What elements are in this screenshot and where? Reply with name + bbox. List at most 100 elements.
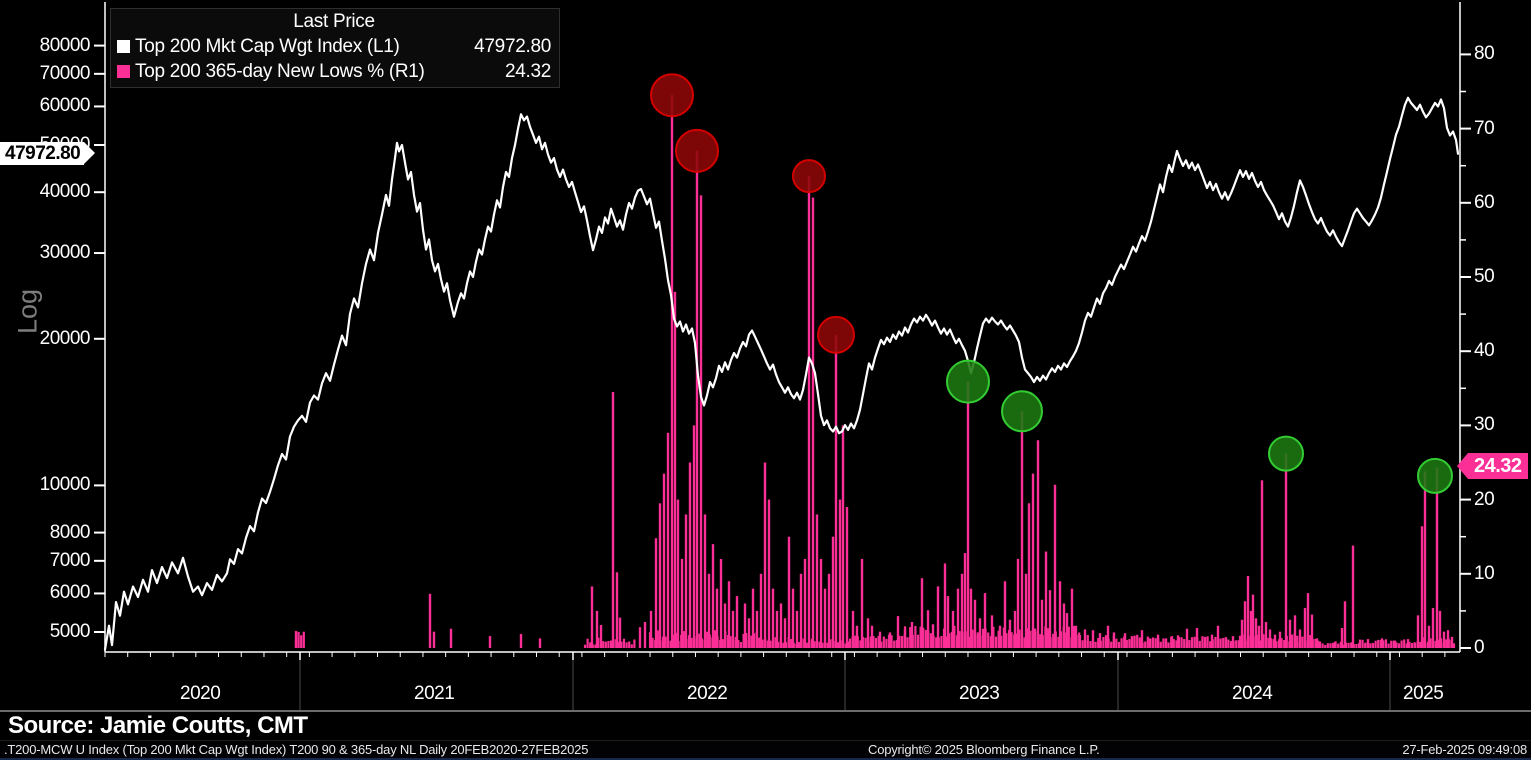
new-lows-spike-bar (1278, 631, 1282, 648)
new-lows-bar (909, 627, 912, 648)
new-lows-bar (992, 626, 995, 648)
new-lows-bar (656, 630, 659, 648)
left-axis-tick-label: 5000 (49, 621, 91, 642)
new-lows-spike-bar (654, 538, 658, 648)
new-lows-bar (1324, 644, 1327, 648)
new-lows-spike-bar (1268, 629, 1272, 648)
new-lows-spike-bar (815, 514, 819, 648)
new-lows-bar (1275, 641, 1278, 648)
legend-series-1[interactable]: Top 200 Mkt Cap Wgt Index (L1) 47972.80 (117, 34, 551, 59)
new-lows-spike-bar (1024, 573, 1028, 648)
new-lows-spike-bar (1351, 545, 1355, 648)
new-lows-bar (1331, 642, 1335, 648)
new-lows-bar (300, 635, 303, 648)
new-lows-bar (929, 633, 933, 648)
new-lows-spike-bar (1083, 629, 1087, 648)
new-lows-bar (1437, 639, 1440, 648)
new-lows-spike-bar (1013, 610, 1017, 648)
new-lows-spike-bar (751, 588, 755, 648)
new-lows-spike-bar (799, 573, 803, 648)
new-lows-spike-bar (1450, 636, 1454, 648)
last-newlows-value: 24.32 (1474, 455, 1522, 477)
left-axis-tick-label: 40000 (39, 181, 91, 203)
new-lows-bar (940, 636, 943, 648)
new-lows-spike-bar (811, 197, 815, 648)
price-line-series (103, 96, 1460, 651)
new-lows-spike-bar (747, 618, 751, 648)
new-lows-spike-bar (1303, 607, 1307, 648)
new-lows-bar (1133, 635, 1136, 648)
new-lows-spike-bar (1003, 581, 1007, 648)
new-lows-spike-bar (978, 618, 982, 648)
new-lows-bar (589, 642, 592, 648)
new-lows-spike-bar (519, 633, 523, 648)
legend: Last Price Top 200 Mkt Cap Wgt Index (L1… (110, 8, 560, 88)
new-lows-bar (1057, 636, 1060, 648)
new-lows-spike-bar (1123, 633, 1127, 648)
new-lows-bar (1235, 640, 1238, 648)
new-lows-bar (1183, 639, 1186, 648)
left-axis-tick-label: 7000 (49, 549, 91, 571)
new-lows-spike-bar (775, 610, 779, 648)
new-lows-bar (782, 642, 785, 648)
new-lows-spike-bar (787, 536, 791, 648)
new-lows-spike-bar (936, 586, 940, 648)
new-lows-bar (1162, 638, 1165, 648)
new-lows-spike-bar (1062, 603, 1066, 648)
new-lows-bar (1120, 638, 1123, 648)
new-lows-spike-bar (638, 627, 642, 648)
new-lows-bar (742, 633, 745, 648)
new-lows-bar (874, 637, 878, 648)
new-lows-spike-bar (1065, 613, 1069, 648)
new-lows-spike-bar (1393, 640, 1397, 648)
new-lows-bar (607, 640, 610, 648)
new-lows-bar (821, 642, 824, 648)
new-lows-spike-bar (723, 603, 727, 648)
new-lows-spike-bar (670, 95, 674, 648)
new-lows-bar (914, 625, 917, 648)
legend-swatch-icon (117, 40, 130, 53)
new-lows-spike-bar (1098, 633, 1102, 648)
new-lows-spike-bar (1243, 601, 1247, 648)
new-lows-bar (1369, 643, 1372, 648)
new-lows-spike-bar (692, 425, 696, 648)
legend-series-2[interactable]: Top 200 365-day New Lows % (R1) 24.32 (117, 59, 551, 84)
log-scale-label: Log (12, 288, 43, 335)
new-lows-bar (625, 642, 628, 648)
new-lows-bar (877, 635, 880, 648)
new-lows-spike-bar (1195, 627, 1199, 648)
new-lows-spike-bar (783, 618, 787, 648)
new-lows-spike-bar (759, 573, 763, 648)
new-lows-bar (1151, 637, 1155, 648)
new-lows-bar (682, 631, 685, 648)
new-lows-spike-bar (791, 588, 795, 648)
new-lows-bar (1387, 643, 1390, 648)
new-lows-spike-bar (1070, 588, 1074, 648)
new-lows-bar (1136, 634, 1139, 648)
new-lows-spike-bar (432, 631, 436, 648)
new-lows-spike-bar (1156, 634, 1160, 648)
new-lows-bar (1237, 640, 1240, 648)
new-lows-spike-bar (779, 603, 783, 648)
new-lows-spike-bar (488, 636, 492, 648)
new-lows-bar (1296, 635, 1299, 648)
capitulation-bottom-circle (1417, 457, 1453, 494)
new-lows-spike-bar (1216, 625, 1220, 648)
x-axis-year-label: 2020 (180, 683, 221, 704)
new-lows-spike-bar (1170, 636, 1174, 648)
new-lows-spike-bar (703, 514, 707, 648)
new-lows-bar (761, 639, 764, 648)
new-lows-spike-bar (719, 558, 723, 648)
new-lows-bar (690, 637, 693, 648)
new-lows-spike-bar (684, 514, 688, 648)
new-lows-bar (1078, 635, 1082, 648)
new-lows-bar (1104, 635, 1108, 648)
new-lows-spike-bar (1020, 411, 1024, 648)
new-lows-bar (1382, 640, 1385, 648)
new-lows-spike-bar (1106, 625, 1110, 648)
new-lows-bar (737, 639, 740, 648)
right-axis-tick-label: 80 (1474, 43, 1495, 65)
new-lows-spike-bar (870, 625, 874, 648)
legend-rows: Top 200 Mkt Cap Wgt Index (L1) 47972.80 To… (117, 34, 551, 84)
new-lows-spike-bar (1254, 618, 1258, 648)
